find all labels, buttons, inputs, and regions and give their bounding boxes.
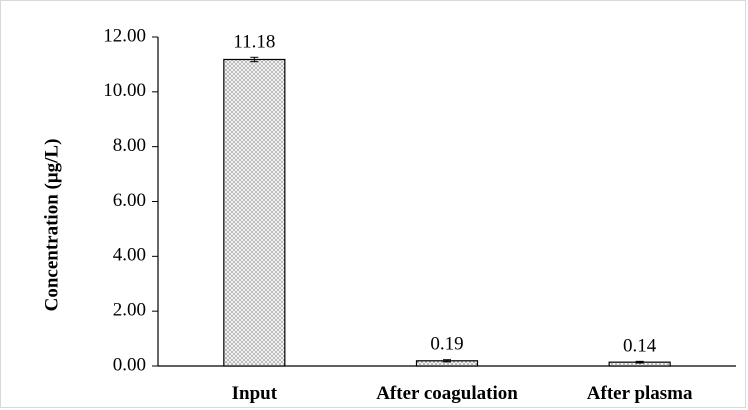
- data-label: 0.19: [430, 334, 463, 355]
- plot-area: 0.00 2.00 4.00 6.00 8.00 10.00 12.00 11.18 Input…: [103, 25, 736, 404]
- data-label: 11.18: [233, 31, 275, 52]
- y-tick-label: 10.00: [103, 80, 146, 101]
- bar: [223, 58, 286, 367]
- y-tick-label: 2.00: [113, 300, 146, 321]
- y-tick-label: 8.00: [113, 135, 146, 156]
- y-tick-label: 0.00: [113, 354, 146, 375]
- data-label: 0.14: [623, 335, 657, 356]
- category-label: After plasma: [587, 383, 693, 404]
- y-tick-label: 4.00: [113, 245, 146, 266]
- category-label: Input: [232, 383, 278, 404]
- y-tick-label: 12.00: [103, 25, 146, 46]
- y-axis-title: Concentration (μg/L): [41, 139, 62, 312]
- y-tick-label: 6.00: [113, 190, 146, 211]
- category-label: After coagulation: [376, 383, 518, 404]
